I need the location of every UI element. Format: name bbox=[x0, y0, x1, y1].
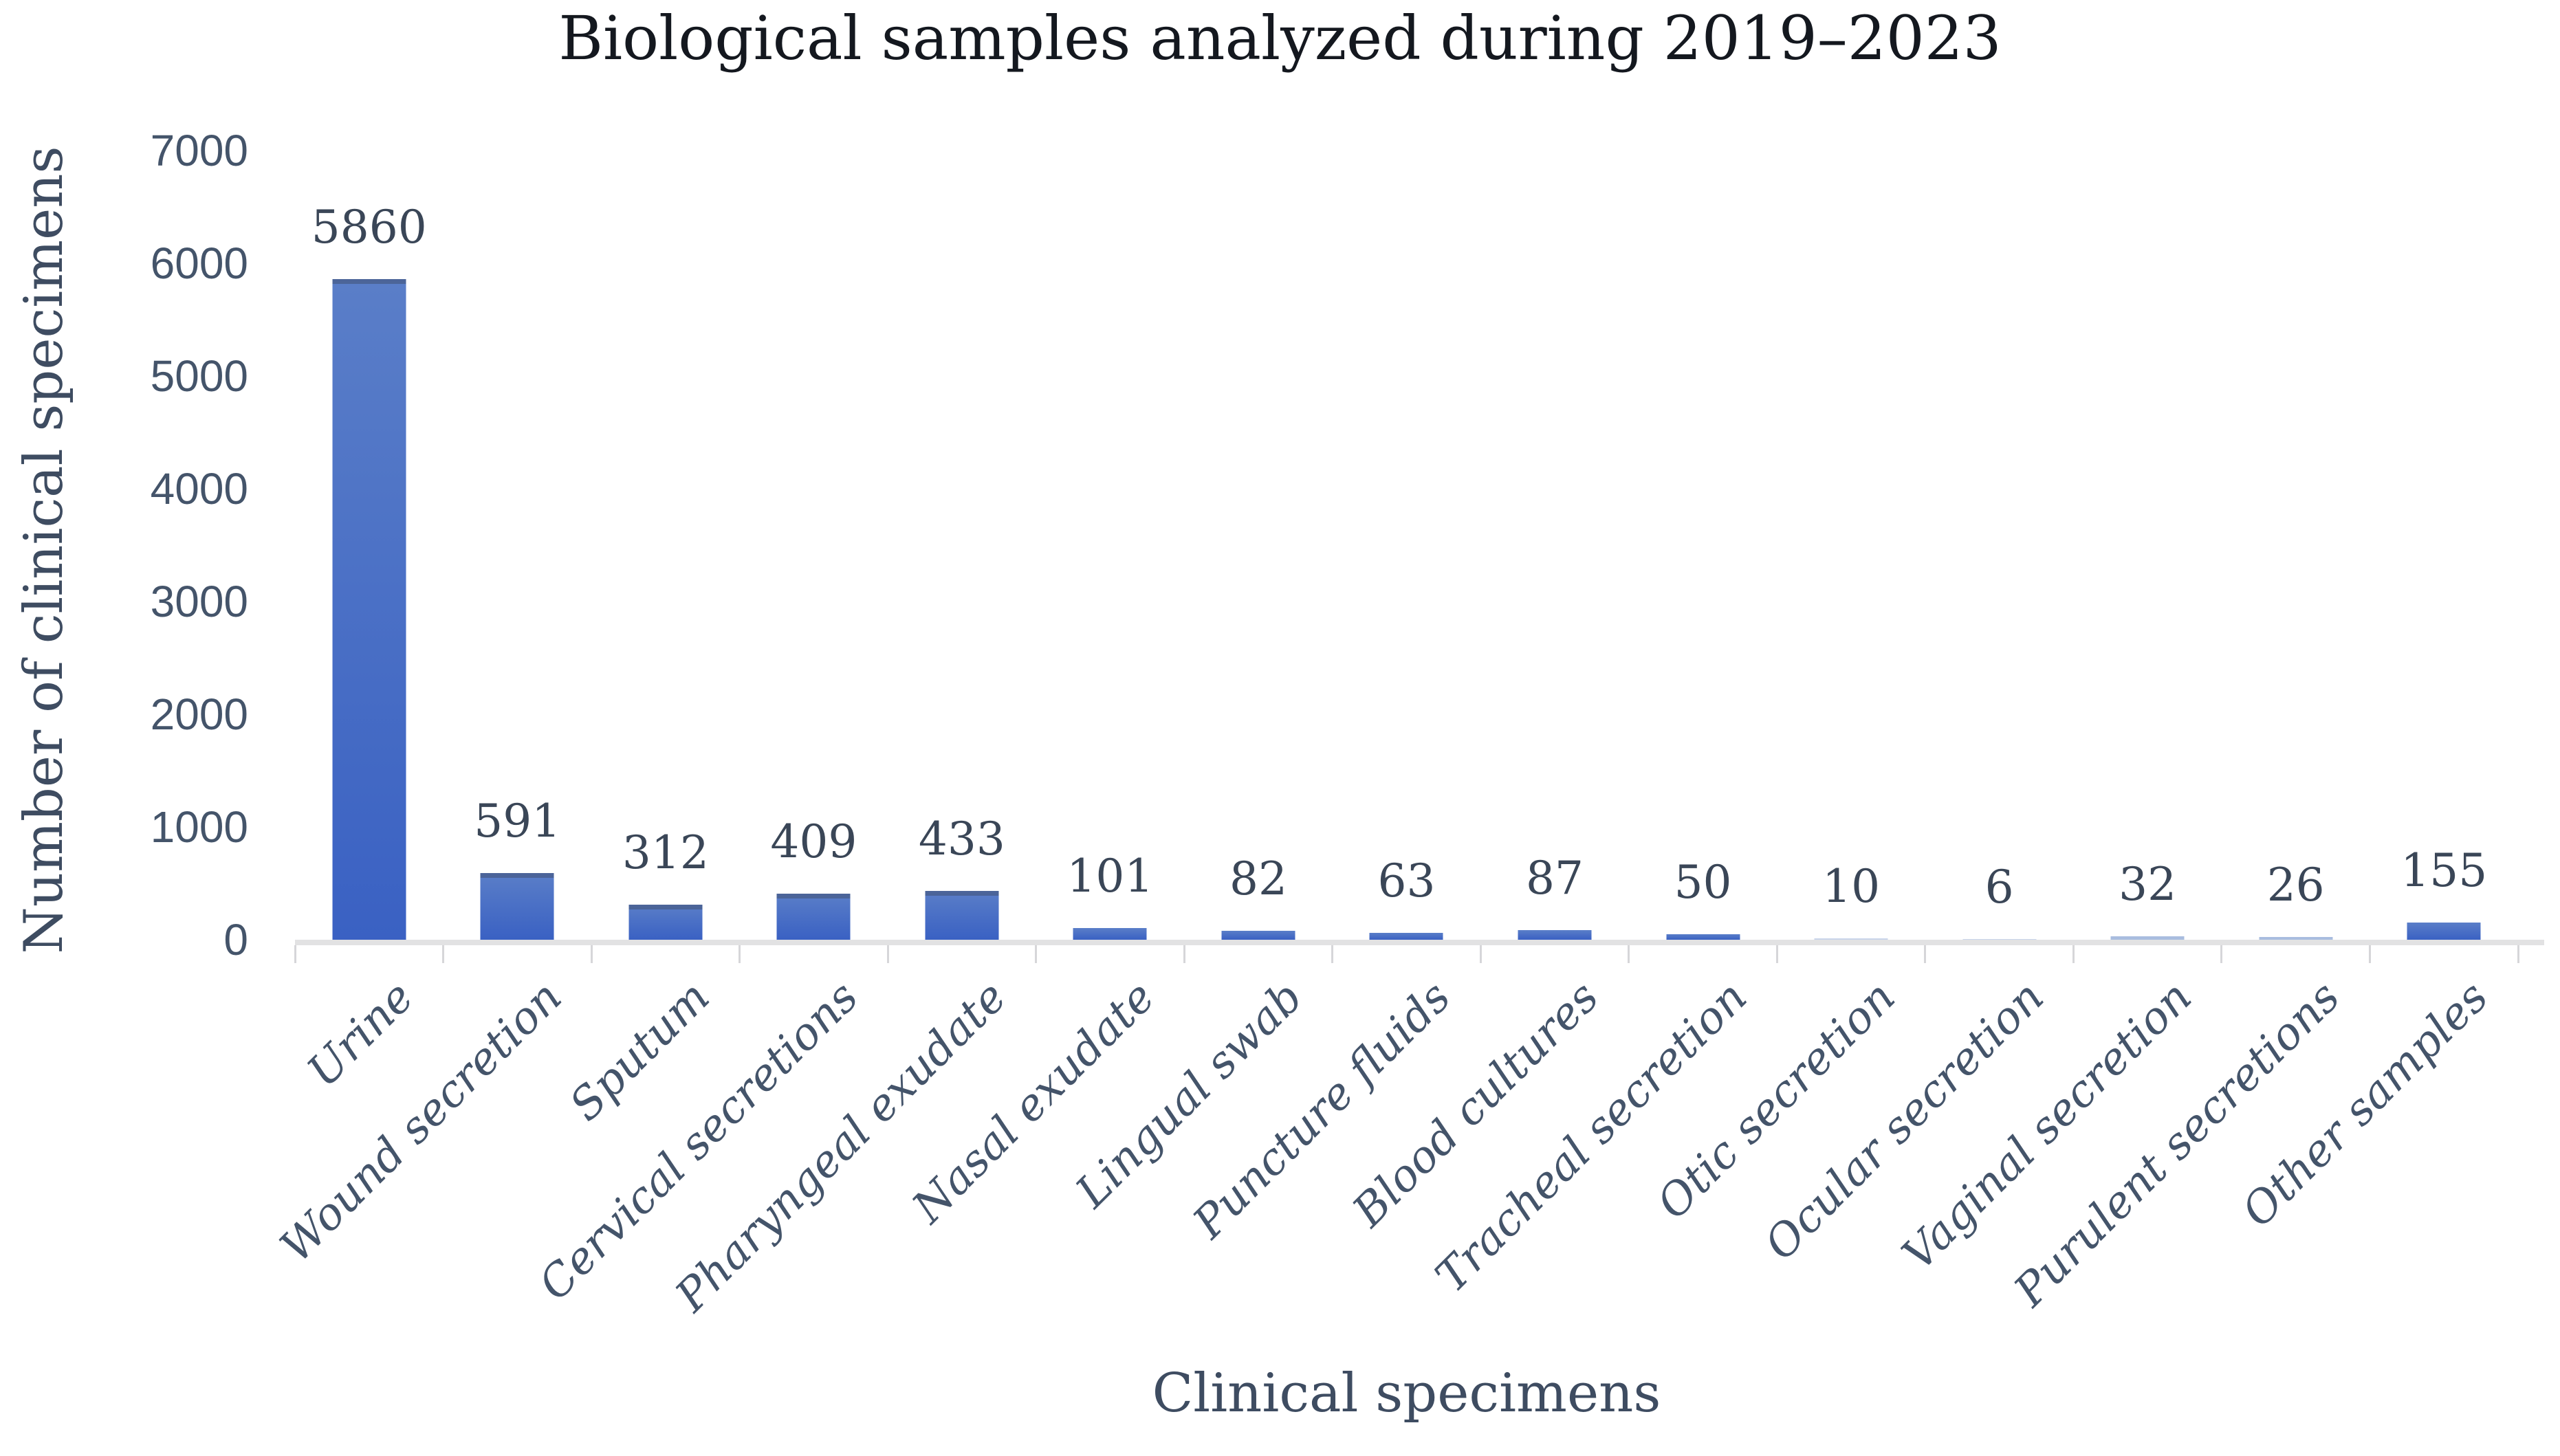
category-label: Puncture fluids bbox=[1183, 971, 1461, 1249]
x-tick-mark bbox=[1035, 945, 1038, 963]
y-tick-label: 0 bbox=[223, 915, 248, 964]
x-tick-mark bbox=[2220, 945, 2223, 963]
y-axis-title: Number of clinical specimens bbox=[13, 146, 75, 954]
bar-value-label: 433 bbox=[918, 813, 1005, 865]
bar-slot: 5860 bbox=[295, 151, 444, 940]
y-tick-label: 2000 bbox=[150, 690, 248, 739]
bar bbox=[2110, 936, 2185, 940]
bar-slot: 32 bbox=[2073, 151, 2222, 940]
bar bbox=[2407, 922, 2481, 940]
x-tick-mark bbox=[442, 945, 445, 963]
category-label: Wound secretion bbox=[270, 971, 572, 1272]
bar-slot: 6 bbox=[1925, 151, 2074, 940]
category-label: Vaginal secretion bbox=[1892, 971, 2202, 1281]
category-label: Urine bbox=[298, 971, 424, 1097]
x-tick-mark bbox=[2072, 945, 2075, 963]
x-tick-mark bbox=[2517, 945, 2519, 963]
bar-value-label: 312 bbox=[622, 826, 709, 879]
plot-area: 0 1000 2000 3000 4000 5000 6000 7000 5860 591 312… bbox=[151, 129, 2544, 1322]
bar bbox=[1962, 939, 2037, 940]
bar-value-label: 10 bbox=[1822, 860, 1881, 914]
x-tick-mark bbox=[1183, 945, 1185, 963]
y-tick-label: 7000 bbox=[150, 126, 248, 175]
chart-title: Biological samples analyzed during 2019–… bbox=[558, 3, 2002, 74]
y-tick-label: 3000 bbox=[150, 577, 248, 626]
y-tick-label: 5000 bbox=[150, 351, 248, 401]
bar bbox=[1073, 928, 1147, 940]
bar bbox=[1518, 929, 1592, 940]
x-tick-mark bbox=[294, 945, 296, 963]
bar bbox=[480, 873, 554, 940]
bar-slot: 82 bbox=[1184, 151, 1333, 940]
x-tick-mark bbox=[886, 945, 889, 963]
bar bbox=[1369, 932, 1443, 940]
bar-slot: 591 bbox=[444, 151, 592, 940]
bar-slot: 10 bbox=[1777, 151, 1925, 940]
bar-slot: 50 bbox=[1629, 151, 1777, 940]
y-tick-label: 6000 bbox=[150, 239, 248, 288]
x-tick-mark bbox=[1331, 945, 1334, 963]
x-axis-title: Clinical specimens bbox=[1152, 1363, 1661, 1424]
bar-slot: 433 bbox=[888, 151, 1036, 940]
bar bbox=[1666, 934, 1740, 940]
x-tick-mark bbox=[590, 945, 593, 963]
bar-slot: 26 bbox=[2222, 151, 2370, 940]
bar-slot: 409 bbox=[740, 151, 888, 940]
bar-value-label: 63 bbox=[1377, 854, 1436, 907]
bar-slot: 312 bbox=[591, 151, 740, 940]
bar bbox=[776, 893, 851, 940]
bar-top-edge bbox=[776, 893, 851, 898]
x-tick-mark bbox=[739, 945, 741, 963]
bar-slot: 155 bbox=[2370, 151, 2518, 940]
bar-value-label: 32 bbox=[2119, 857, 2177, 911]
x-tick-mark bbox=[1924, 945, 1927, 963]
bar-value-label: 26 bbox=[2266, 858, 2325, 912]
bar-value-label: 5860 bbox=[311, 200, 427, 254]
bar bbox=[925, 891, 999, 940]
x-tick-mark bbox=[1775, 945, 1778, 963]
category-label: Sputum bbox=[560, 971, 720, 1132]
bar-value-label: 155 bbox=[2400, 843, 2488, 897]
bar-value-label: 101 bbox=[1066, 850, 1154, 903]
bar-value-label: 82 bbox=[1229, 852, 1287, 905]
y-tick-label: 1000 bbox=[150, 802, 248, 852]
bar bbox=[1814, 938, 1888, 940]
category-label: Ocular secretion bbox=[1755, 971, 2054, 1270]
bar-top-edge bbox=[628, 904, 703, 909]
bar-top-edge bbox=[925, 891, 999, 896]
bar-top-edge bbox=[332, 278, 406, 284]
bar-slot: 87 bbox=[1480, 151, 1629, 940]
bar bbox=[2259, 936, 2333, 940]
bar-slot: 101 bbox=[1036, 151, 1185, 940]
bar-value-label: 87 bbox=[1526, 851, 1584, 905]
x-tick-mark bbox=[1628, 945, 1630, 963]
bar-slot: 63 bbox=[1333, 151, 1481, 940]
bar-value-label: 50 bbox=[1674, 855, 1732, 909]
bar bbox=[628, 904, 703, 940]
bar bbox=[1221, 930, 1295, 940]
bar bbox=[332, 278, 406, 940]
x-tick-mark bbox=[2368, 945, 2371, 963]
x-tick-mark bbox=[1479, 945, 1482, 963]
bar-value-label: 409 bbox=[770, 815, 857, 868]
bar-value-label: 591 bbox=[474, 795, 561, 848]
x-axis-line bbox=[295, 940, 2544, 945]
y-tick-label: 4000 bbox=[150, 464, 248, 514]
bar-value-label: 6 bbox=[1984, 861, 2014, 914]
bar-top-edge bbox=[480, 873, 554, 879]
